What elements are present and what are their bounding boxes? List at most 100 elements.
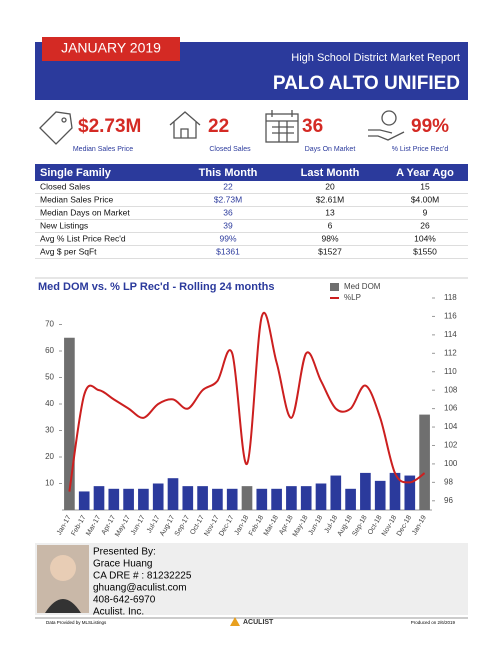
x-tick-label: Jul-18: [324, 514, 340, 534]
y2-tick-label: 104: [444, 422, 458, 431]
bar: [64, 337, 75, 510]
y-tick-label: 70: [45, 320, 54, 329]
report-title: High School District Market Report: [291, 52, 460, 64]
month-badge: [42, 37, 180, 61]
bar: [374, 480, 386, 510]
footer-band: [35, 543, 468, 615]
table-cell: 39: [223, 220, 233, 230]
bar: [404, 475, 416, 510]
legend-swatch: [330, 283, 339, 291]
chart: 10 20 30 40 50 60 70 96 98 100 102 104 106 108 110 112 1…: [45, 282, 458, 538]
bar: [360, 472, 371, 510]
y-tick-label: 20: [45, 452, 54, 461]
table-cell: 9: [423, 207, 428, 217]
table-cell: Closed Sales: [40, 181, 90, 191]
y-tick-label: 10: [45, 479, 54, 488]
agent-company: Aculist. Inc.: [93, 607, 144, 618]
x-tick-label: Dec-18: [396, 514, 413, 537]
bar: [389, 472, 401, 510]
table-cell: New Listings: [40, 220, 88, 230]
photo-face: [50, 555, 76, 581]
bar: [315, 483, 327, 510]
bar: [123, 488, 134, 510]
y-tick-label: 40: [45, 399, 54, 408]
icons: [39, 110, 405, 145]
bar: [271, 488, 282, 510]
table-cell: 22: [223, 181, 233, 191]
agent-dre: CA DRE # : 81232225: [93, 571, 192, 582]
table-cell: Median Days on Market: [40, 207, 130, 217]
y2-tick-label: 116: [444, 312, 457, 321]
x-tick-label: Mar-18: [263, 514, 280, 537]
table-cell: 13: [325, 207, 335, 217]
table-cell: Avg % List Price Rec'd: [40, 233, 126, 243]
bar: [212, 488, 223, 510]
presented: Presented By:: [93, 547, 156, 558]
stat-value: 99%: [411, 116, 449, 137]
bar: [138, 488, 149, 510]
bar: [78, 491, 90, 510]
table-cell: $1361: [216, 246, 240, 256]
bar: [330, 475, 342, 510]
table-cell: $1550: [413, 246, 437, 256]
table-cell: Median Sales Price: [40, 194, 114, 204]
brand-logo: [230, 617, 240, 626]
table-header: This Month: [199, 167, 258, 179]
table-cell: 20: [325, 181, 335, 191]
y2-tick-label: 112: [444, 348, 457, 357]
chart-title: Med DOM vs. % LP Rec'd - Rolling 24 mont…: [38, 281, 275, 293]
district: PALO ALTO UNIFIED: [273, 73, 460, 94]
stat-label: Median Sales Price: [73, 146, 133, 153]
table-cell: $2.73M: [214, 194, 242, 204]
table-cell: $1527: [318, 246, 342, 256]
source: Data Provided by MLSListings: [46, 620, 107, 625]
bar: [256, 488, 268, 510]
bar: [167, 478, 179, 510]
x-tick-label: Jun-18: [308, 514, 325, 536]
table-cell: 98%: [321, 233, 338, 243]
table-cell: 104%: [414, 233, 436, 243]
table-cell: 99%: [219, 233, 236, 243]
bar: [197, 486, 208, 510]
y-tick-label: 60: [45, 346, 54, 355]
x-tick-label: Mar-17: [85, 514, 102, 537]
table-header: A Year Ago: [396, 167, 454, 179]
x-tick-label: Jul-17: [146, 514, 162, 534]
legend-label: Med DOM: [344, 282, 381, 291]
table-cell: $4.00M: [411, 194, 439, 204]
produced: Produced on 2/6/2019: [411, 620, 456, 625]
x-tick-label: Sep-17: [174, 514, 191, 537]
bar: [241, 486, 253, 510]
table-cell: 36: [223, 207, 233, 217]
y2-tick-label: 110: [444, 367, 457, 376]
y2-tick-label: 100: [444, 459, 458, 468]
x-tick-label: Jan-19: [411, 514, 428, 536]
y2-tick-label: 102: [444, 441, 458, 450]
table-cell: 15: [420, 181, 430, 191]
x-tick-label: Jun-17: [130, 514, 147, 536]
stat-label: % List Price Rec'd: [392, 146, 449, 153]
bar: [182, 486, 194, 510]
bar: [419, 414, 430, 510]
legend-label: %LP: [344, 293, 361, 302]
stat-label: Closed Sales: [209, 146, 251, 153]
bar: [108, 488, 120, 510]
y2-tick-label: 96: [444, 496, 453, 505]
bar: [226, 488, 238, 510]
y2-tick-label: 114: [444, 330, 457, 339]
y2-tick-label: 106: [444, 404, 458, 413]
y2-tick-label: 98: [444, 477, 453, 486]
table-cell: 26: [420, 220, 430, 230]
table-header-band: [35, 164, 468, 181]
table-cell: 6: [328, 220, 333, 230]
table-header: Single Family: [40, 167, 112, 179]
bar: [93, 486, 105, 510]
stat-value: 22: [208, 116, 229, 137]
bar: [152, 483, 164, 510]
x-tick-label: Dec-17: [218, 514, 235, 537]
table-cell: Avg $ per SqFt: [40, 246, 97, 256]
brand: ACULIST: [243, 619, 274, 626]
agent-email: ghuang@aculist.com: [93, 583, 187, 594]
